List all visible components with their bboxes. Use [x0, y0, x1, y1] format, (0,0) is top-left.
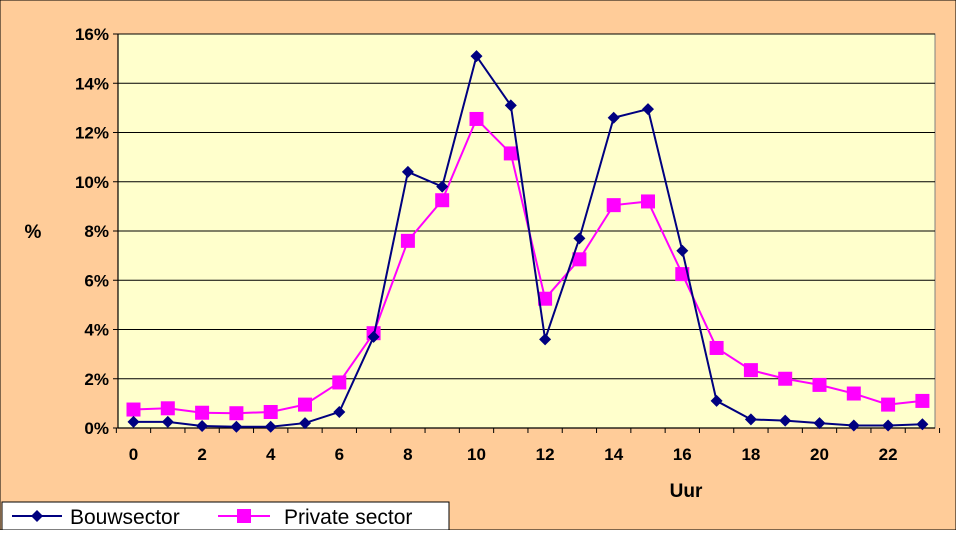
x-tick-label: 10	[467, 445, 486, 464]
data-point	[916, 418, 929, 431]
data-point	[401, 165, 414, 178]
data-point	[606, 198, 621, 213]
data-point	[299, 417, 311, 430]
data-point	[743, 363, 758, 378]
data-point	[195, 405, 210, 420]
data-point	[332, 375, 347, 390]
x-tick-label: 8	[403, 445, 412, 464]
data-point	[642, 103, 654, 116]
data-point	[126, 402, 141, 417]
y-tick-label: 8%	[84, 222, 109, 241]
data-point	[539, 333, 552, 346]
y-tick-label: 12%	[75, 124, 109, 143]
data-point	[641, 194, 655, 209]
x-tick-label: 22	[879, 445, 898, 464]
data-point	[367, 330, 380, 343]
x-tick-label: 14	[604, 445, 623, 464]
legend-label: Private sector	[284, 506, 412, 529]
data-point	[812, 377, 827, 392]
data-point	[470, 50, 483, 63]
y-tick-label: 2%	[84, 370, 109, 389]
data-point	[264, 420, 277, 433]
data-point	[436, 180, 449, 193]
data-point	[298, 397, 312, 412]
data-point	[400, 233, 415, 248]
data-point	[127, 415, 140, 428]
data-point	[676, 244, 689, 257]
y-tick-label: 16%	[75, 25, 109, 44]
x-tick-label: 18	[741, 445, 760, 464]
data-point	[573, 232, 586, 245]
data-point	[196, 420, 209, 433]
data-point	[435, 193, 450, 208]
y-tick-label: 14%	[75, 74, 109, 93]
legend: Bouwsector Private sector	[1, 501, 450, 531]
x-tick-label: 16	[673, 445, 692, 464]
x-tick-label: 12	[536, 445, 555, 464]
data-point	[779, 414, 792, 427]
data-point	[230, 420, 243, 433]
data-point	[503, 146, 518, 161]
data-point	[160, 401, 175, 416]
data-point	[881, 397, 896, 412]
data-point	[333, 405, 346, 418]
data-point	[744, 413, 757, 426]
data-point	[504, 99, 517, 112]
gridlines	[118, 33, 935, 380]
data-point	[709, 340, 724, 355]
data-point	[778, 371, 793, 386]
x-tick-label: 6	[335, 445, 344, 464]
y-tick-label: 10%	[75, 173, 109, 192]
data-point	[882, 419, 895, 432]
data-point	[915, 393, 930, 408]
data-point	[847, 419, 860, 432]
legend-label: Bouwsector	[70, 506, 180, 529]
data-point	[469, 111, 484, 126]
legend-marker	[31, 510, 43, 522]
data-point	[846, 386, 861, 401]
x-tick-label: 4	[266, 445, 276, 464]
data-point	[538, 291, 553, 306]
y-tick-label: 4%	[84, 321, 109, 340]
data-point	[813, 417, 826, 430]
x-tick-label: 2	[197, 445, 206, 464]
data-point	[572, 252, 587, 267]
data-point	[675, 267, 690, 282]
data-point	[161, 415, 174, 428]
x-tick-labels: 0 2 4 6 8 10 12 14 16 18 20 22	[129, 445, 898, 464]
series-group	[126, 50, 930, 433]
data-point	[263, 404, 278, 419]
y-axis-title: %	[25, 222, 42, 243]
legend-marker	[237, 509, 251, 523]
y-tick-labels: 0% 2% 4% 6% 8% 10% 12% 14% 16%	[75, 25, 109, 438]
y-tick-label: 6%	[84, 271, 109, 290]
axes	[113, 33, 941, 433]
x-axis-title: Uur	[670, 481, 703, 502]
series-bouwsector	[127, 50, 929, 433]
x-tick-label: 20	[810, 445, 829, 464]
data-point	[710, 394, 723, 407]
data-point	[607, 111, 620, 124]
x-tick-label: 0	[129, 445, 138, 464]
y-tick-label: 0%	[84, 419, 109, 438]
data-point	[229, 406, 244, 421]
